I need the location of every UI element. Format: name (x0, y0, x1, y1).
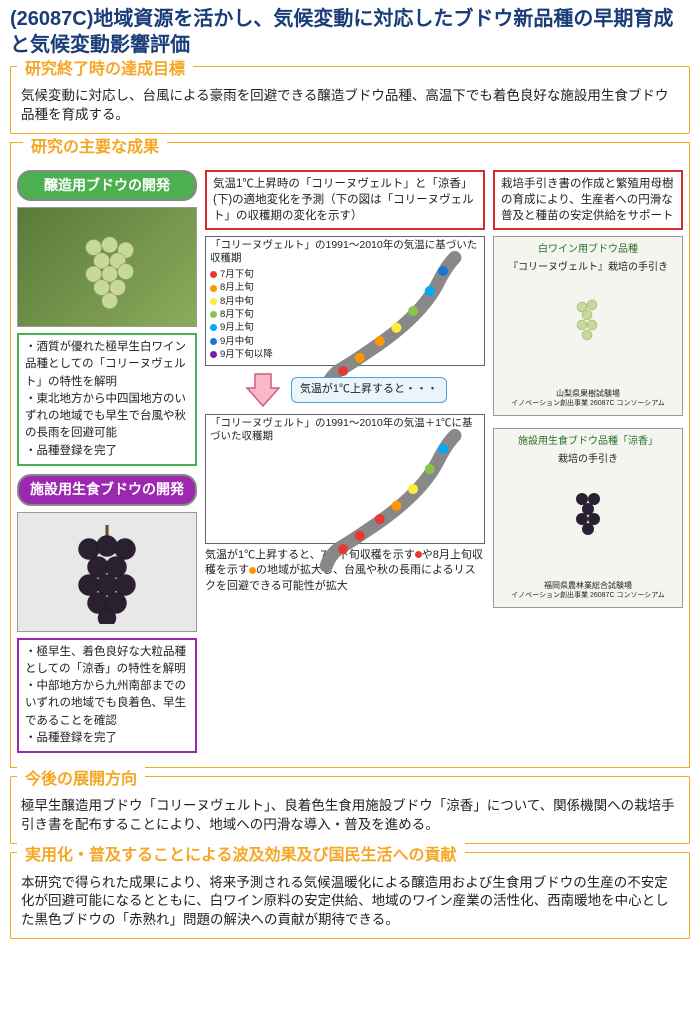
guide-line: 栽培の手引き (558, 453, 618, 467)
right-redbox: 栽培手引き書の作成と繁殖用母樹の育成により、生産者への円滑な普及と種苗の安定供給… (493, 170, 683, 230)
table-grape-image (17, 512, 197, 632)
guide-org: 福岡県農林業総合試験場 (544, 580, 632, 591)
callout: 気温が1℃上昇すると・・・ (291, 377, 447, 402)
impact-section: 実用化・普及することによる波及効果及び国民生活への貢献 本研究で得られた成果によ… (10, 852, 690, 939)
goal-section: 研究終了時の達成目標 気候変動に対応し、台風による豪雨を回避できる醸造ブドウ品種… (10, 66, 690, 134)
legend-label: 8月下旬 (220, 308, 254, 321)
list-item: 東北地方から中四国地方のいずれの地域でも早生で台風や秋の長雨を回避可能 (25, 391, 189, 443)
page-title: (26087C)地域資源を活かし、気候変動に対応したブドウ新品種の早期育成と気候… (10, 6, 690, 58)
guide-sub: イノベーション創出事業 26087C コンソーシアム (511, 591, 665, 601)
goal-body: 気候変動に対応し、台風による豪雨を回避できる醸造ブドウ品種、高温下でも着色良好な… (11, 87, 689, 133)
list-item: 酒質が優れた極早生白ワイン品種としての「コリーヌヴェルト」の特性を解明 (25, 339, 189, 391)
wine-info: 酒質が優れた極早生白ワイン品種としての「コリーヌヴェルト」の特性を解明 東北地方… (17, 333, 197, 466)
table-info: 極早生、着色良好な大粒品種としての「涼香」の特性を解明 中部地方から九州南部まで… (17, 638, 197, 754)
mid-redbox: 気温1℃上昇時の「コリーヌヴェルト」と「涼香」(下)の適地変化を予測（下の図は「… (205, 170, 485, 230)
legend-label: 9月上旬 (220, 321, 254, 334)
legend-label: 9月下旬以降 (220, 348, 273, 361)
guide-book-2: 施設用生食ブドウ品種「涼香」 栽培の手引き 福岡県農林業総合試験場 イノベーショ… (493, 428, 683, 608)
left-column: 醸造用ブドウの開発 酒質が優れた極早生白ワイン品種とし (17, 170, 197, 761)
map-before: 「コリーヌヴェルト」の1991〜2010年の気温に基づいた収穫期 7月下旬 8月… (205, 236, 485, 366)
wine-pill: 醸造用ブドウの開発 (17, 170, 197, 202)
legend-label: 9月中旬 (220, 335, 254, 348)
guide-line: 白ワイン用ブドウ品種 (538, 243, 638, 257)
list-item: 極早生、着色良好な大粒品種としての「涼香」の特性を解明 (25, 644, 189, 679)
future-section: 今後の展開方向 極早生醸造用ブドウ「コリーヌヴェルト」、良着色生食用施設ブドウ「… (10, 776, 690, 844)
goal-heading: 研究終了時の達成目標 (17, 57, 193, 83)
results-section: 研究の主要な成果 醸造用ブドウの開発 (10, 142, 690, 768)
legend-label: 8月上旬 (220, 281, 254, 294)
list-item: 品種登録を完了 (25, 730, 189, 747)
legend-label: 7月下旬 (220, 268, 254, 281)
map-after: 「コリーヌヴェルト」の1991〜2010年の気温＋1℃に基づいた収穫期 (205, 414, 485, 544)
guide-org: 山梨県果樹試験場 (556, 388, 620, 399)
future-heading: 今後の展開方向 (17, 767, 145, 793)
grape-icon (558, 475, 618, 545)
future-body: 極早生醸造用ブドウ「コリーヌヴェルト」、良着色生食用施設ブドウ「涼香」について、… (11, 797, 689, 843)
results-heading: 研究の主要な成果 (23, 135, 167, 161)
impact-body: 本研究で得られた成果により、将来予測される気候温暖化による醸造用および生食用ブド… (11, 874, 689, 939)
guide-line: 施設用生食ブドウ品種「涼香」 (518, 435, 658, 449)
guide-sub: イノベーション創出事業 26087C コンソーシアム (511, 399, 665, 409)
guide-book-1: 白ワイン用ブドウ品種 『コリーヌヴェルト』栽培の手引き 山梨県果樹試験場 イノベ… (493, 236, 683, 416)
down-arrow-icon (243, 370, 283, 410)
grape-icon (558, 283, 618, 353)
page-root: (26087C)地域資源を活かし、気候変動に対応したブドウ新品種の早期育成と気候… (0, 0, 700, 953)
middle-column: 気温1℃上昇時の「コリーヌヴェルト」と「涼香」(下)の適地変化を予測（下の図は「… (205, 170, 485, 761)
table-pill: 施設用生食ブドウの開発 (17, 474, 197, 506)
japan-map-icon (313, 419, 480, 586)
impact-heading: 実用化・普及することによる波及効果及び国民生活への貢献 (17, 843, 465, 869)
list-item: 中部地方から九州南部までのいずれの地域でも良着色、早生であることを確認 (25, 678, 189, 730)
legend-label: 8月中旬 (220, 295, 254, 308)
guide-line: 『コリーヌヴェルト』栽培の手引き (508, 261, 668, 275)
list-item: 品種登録を完了 (25, 443, 189, 460)
wine-grape-image (17, 207, 197, 327)
right-column: 栽培手引き書の作成と繁殖用母樹の育成により、生産者への円滑な普及と種苗の安定供給… (493, 170, 683, 761)
